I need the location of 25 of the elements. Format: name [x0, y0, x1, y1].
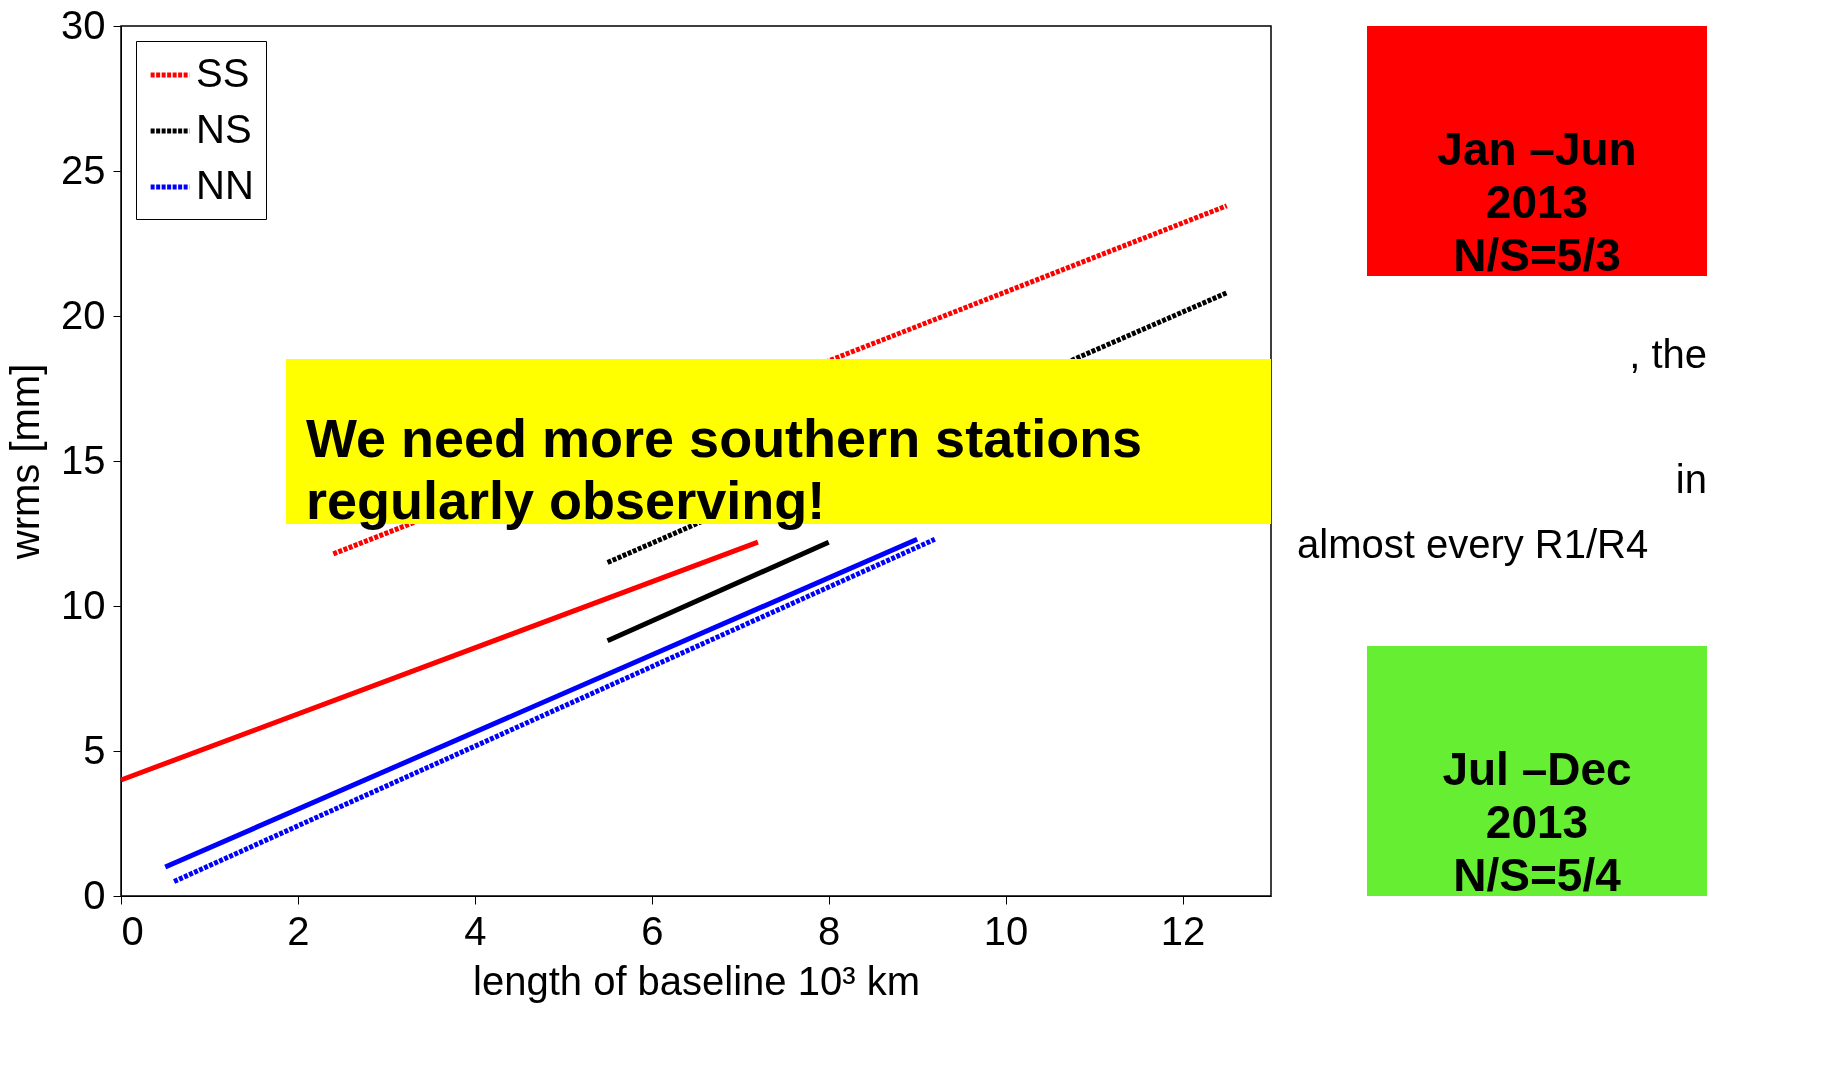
text: Jan –Jun 2013 N/S=5/3: [1437, 123, 1637, 281]
annotation: We need more southern stations regularly observing!: [306, 408, 1143, 531]
text: , the: [1629, 332, 1707, 376]
x-tick-label: 6: [641, 908, 664, 953]
x-tick-label: 8: [818, 908, 841, 953]
y-tick-label: 0: [83, 872, 106, 917]
y-tick-label: 25: [61, 147, 106, 192]
legend-label: SS: [196, 51, 250, 95]
x-axis-title: length of baseline 10³ km: [473, 958, 920, 1003]
y-tick-label: 5: [83, 727, 106, 772]
x-tick-label: 12: [1160, 908, 1206, 953]
x-tick-label: 2: [287, 908, 310, 953]
y-axis-title: wrms [mm]: [3, 363, 48, 561]
y-tick-label: 20: [61, 292, 106, 337]
x-tick-label: 0: [121, 908, 144, 953]
text: Jul –Dec 2013 N/S=5/4: [1442, 743, 1632, 901]
x-tick-label: 4: [464, 908, 487, 953]
legend-label: NN: [196, 163, 254, 207]
y-tick-label: 15: [61, 437, 106, 482]
y-tick-label: 10: [61, 582, 106, 627]
y-tick-label: 30: [61, 2, 106, 47]
x-tick-label: 10: [983, 908, 1029, 953]
legend-label: NS: [196, 107, 252, 151]
text: in: [1675, 457, 1707, 501]
text: almost every R1/R4: [1297, 522, 1649, 566]
